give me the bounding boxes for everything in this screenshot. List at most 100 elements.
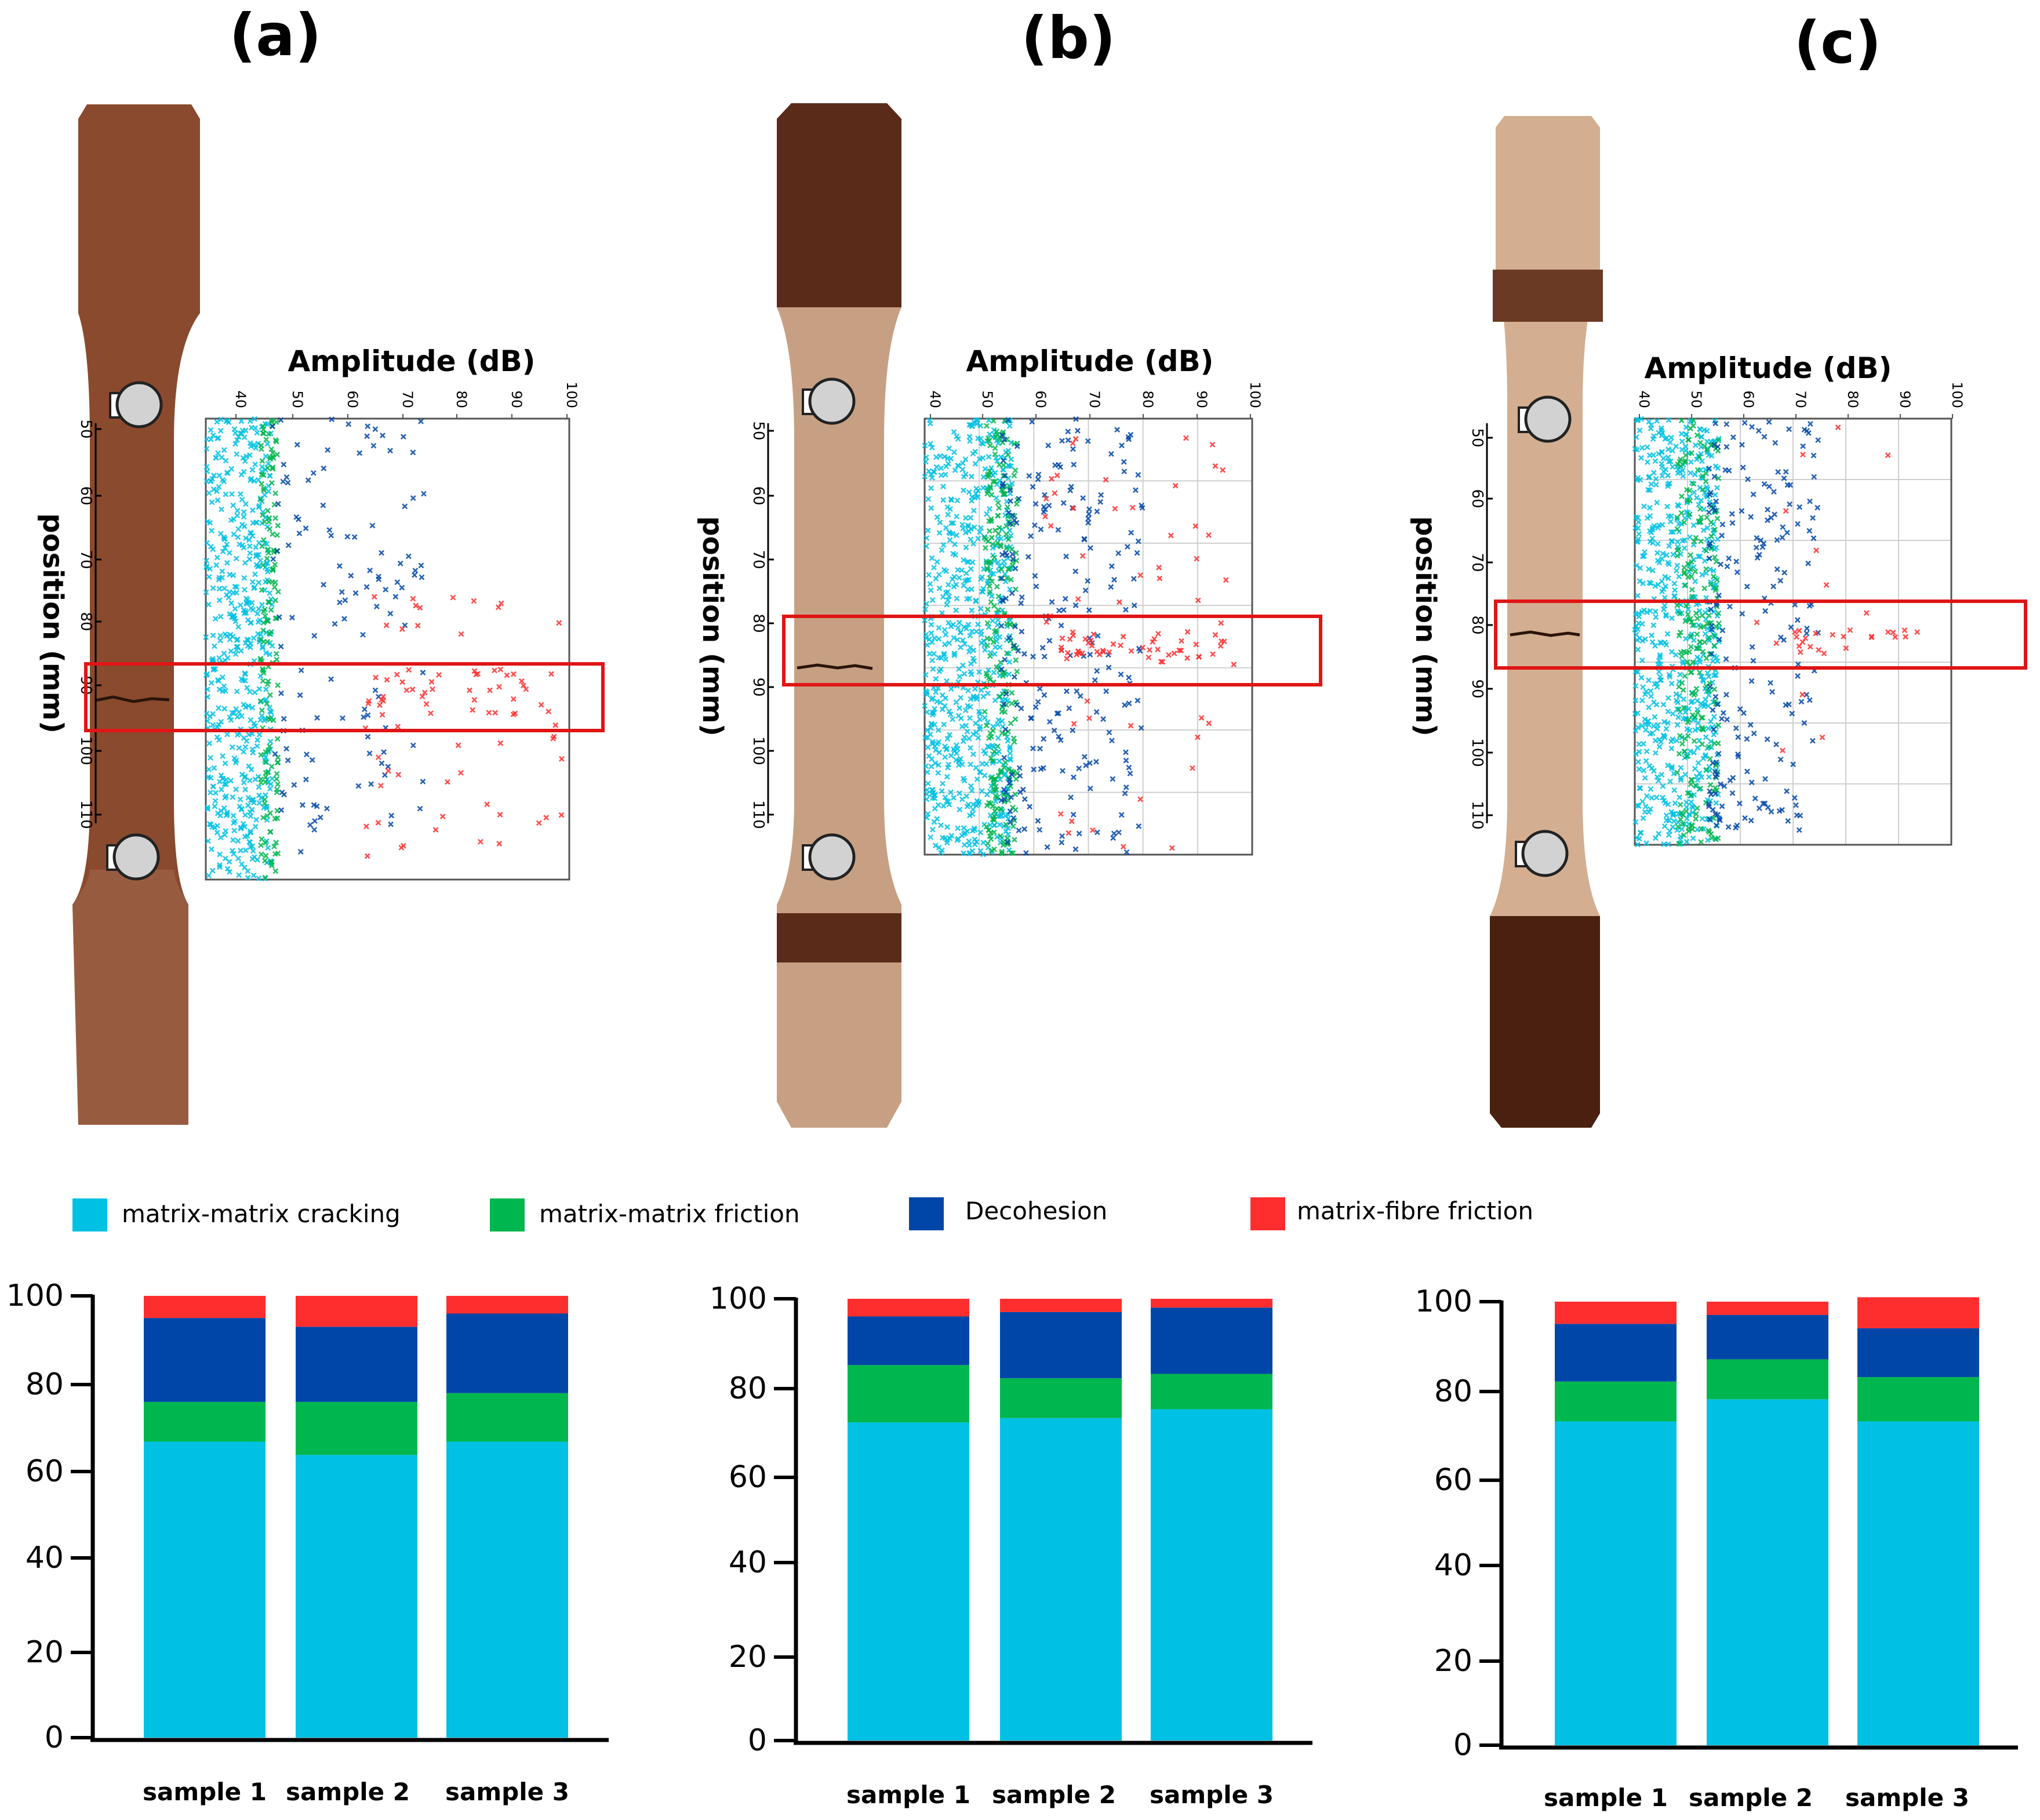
scatter-point-1 — [238, 713, 245, 720]
scatter-point-3 — [1009, 551, 1016, 557]
scatter-point-1 — [978, 687, 984, 693]
scatter-point-2 — [1688, 644, 1694, 650]
scatter-point-2 — [986, 827, 992, 833]
scatter-point-1 — [927, 581, 933, 587]
scatter-point-2 — [1694, 805, 1700, 811]
scatter-point-1 — [1637, 427, 1643, 434]
scatter-point-1 — [245, 617, 251, 623]
scatter-point-1 — [1672, 800, 1678, 807]
scatter-point-2 — [272, 615, 279, 622]
scatter-point-1 — [227, 631, 234, 638]
scatter-point-1 — [224, 655, 231, 661]
scatter-point-3 — [372, 426, 379, 433]
scatter-point-3 — [340, 715, 346, 721]
scatter-point-3 — [1038, 526, 1044, 533]
scatter-point-3 — [1003, 595, 1009, 602]
scatter-point-4 — [492, 710, 499, 716]
scatter-point-2 — [1689, 587, 1695, 593]
scatter-point-4 — [1890, 629, 1896, 635]
scatter-point-1 — [1653, 794, 1660, 801]
scatter-point-1 — [242, 458, 248, 464]
scatter-point-2 — [259, 666, 266, 672]
scatter-point-3 — [1072, 568, 1079, 575]
scatter-point-1 — [1660, 702, 1667, 708]
scatter-point-1 — [1005, 825, 1012, 831]
scatter-point-1 — [997, 822, 1003, 828]
scatter-point-1 — [209, 656, 216, 662]
scatter-point-4 — [380, 693, 386, 700]
scatter-point-1 — [1007, 744, 1013, 750]
scatter-point-1 — [965, 622, 972, 628]
scatter-point-2 — [1005, 513, 1011, 520]
scatter-point-4 — [1194, 555, 1200, 562]
y-tick-label: 70 — [1468, 553, 1486, 572]
scatter-point-2 — [991, 749, 998, 755]
bar-segment-1-2 — [1555, 1381, 1677, 1422]
scatter-point-3 — [1770, 583, 1777, 590]
scatter-point-1 — [956, 619, 962, 626]
scatter-point-3 — [1742, 815, 1748, 821]
scatter-point-3 — [1108, 451, 1114, 457]
scatter-point-2 — [266, 579, 272, 585]
scatter-point-2 — [984, 491, 990, 497]
scatter-point-3 — [320, 502, 326, 508]
scatter-point-2 — [274, 815, 281, 822]
scatter-point-2 — [1685, 437, 1692, 443]
highlight-box-b — [782, 615, 1322, 686]
scatter-point-1 — [239, 861, 245, 867]
scatter-point-1 — [933, 464, 940, 470]
scatter-point-4 — [1159, 659, 1166, 665]
scatter-point-3 — [420, 670, 426, 675]
scatter-point-3 — [1032, 573, 1038, 579]
scatter-point-2 — [990, 541, 996, 547]
scatter-point-1 — [241, 779, 247, 786]
scatter-point-1 — [966, 489, 972, 495]
scatter-point-3 — [1028, 715, 1034, 721]
scatter-point-3 — [1016, 827, 1022, 834]
scatter-point-2 — [274, 736, 281, 742]
scatter-point-3 — [1016, 496, 1022, 502]
scatter-point-1 — [254, 857, 260, 863]
scatter-point-1 — [929, 657, 935, 663]
scatter-point-1 — [1633, 434, 1639, 440]
x-axis-title: Amplitude (dB) — [1644, 351, 1892, 385]
scatter-point-3 — [278, 644, 284, 649]
x-tick-label: sample 1 — [143, 1778, 267, 1806]
scatter-point-1 — [263, 650, 269, 656]
scatter-point-3 — [296, 530, 303, 536]
scatter-point-1 — [233, 786, 239, 793]
scatter-point-3 — [311, 827, 318, 833]
scatter-point-2 — [994, 583, 1000, 590]
scatter-point-2 — [270, 717, 277, 724]
x-tick-label: sample 1 — [1544, 1783, 1668, 1812]
scatter-point-3 — [281, 462, 287, 468]
scatter-point-1 — [939, 547, 945, 553]
scatter-point-2 — [1698, 839, 1704, 845]
scatter-point-2 — [995, 513, 1001, 519]
scatter-point-2 — [999, 439, 1006, 446]
scatter-point-1 — [1715, 536, 1721, 542]
scatter-point-1 — [951, 635, 957, 641]
scatter-point-1 — [936, 624, 942, 631]
scatter-point-1 — [1714, 658, 1721, 664]
scatter-point-2 — [1688, 566, 1693, 572]
scatter-point-4 — [379, 711, 386, 718]
scatter-point-1 — [1646, 809, 1652, 815]
scatter-point-3 — [312, 818, 318, 824]
scatter-point-1 — [1668, 513, 1674, 520]
scatter-point-3 — [361, 714, 367, 720]
scatter-point-4 — [471, 697, 478, 703]
scatter-point-3 — [311, 633, 318, 639]
scatter-point-1 — [1670, 448, 1675, 454]
scatter-point-2 — [1677, 611, 1683, 617]
scatter-point-3 — [1122, 790, 1128, 797]
y-tick-label: 40 — [1434, 1548, 1472, 1583]
scatter-point-3 — [1797, 504, 1803, 510]
scatter-point-4 — [423, 701, 430, 707]
scatter-point-1 — [1669, 537, 1675, 544]
scatter-point-2 — [1681, 704, 1687, 711]
scatter-point-1 — [1648, 693, 1654, 699]
scatter-point-3 — [402, 503, 408, 510]
scatter-point-3 — [1733, 725, 1739, 731]
scatter-point-3 — [1811, 474, 1817, 480]
